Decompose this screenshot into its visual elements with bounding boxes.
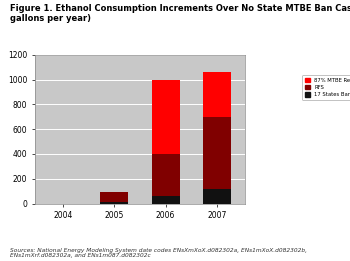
Text: Figure 1. Ethanol Consumption Increments Over No State MTBE Ban Case (million
ga: Figure 1. Ethanol Consumption Increments… [10, 4, 350, 23]
Bar [152, 154, 180, 195]
Bar [203, 117, 231, 189]
Bar [203, 189, 231, 204]
Bar [100, 202, 128, 204]
Bar [100, 192, 128, 202]
Text: Sources: National Energy Modeling System date codes ENsXmXoX.d082302a, ENs1mXoX.: Sources: National Energy Modeling System… [10, 248, 308, 258]
Legend: 87% MTBE Reduction, RFS, 17 States Ban MTBE: 87% MTBE Reduction, RFS, 17 States Ban M… [302, 75, 350, 100]
Bar [203, 72, 231, 117]
Bar [152, 195, 180, 204]
Bar [152, 80, 180, 154]
